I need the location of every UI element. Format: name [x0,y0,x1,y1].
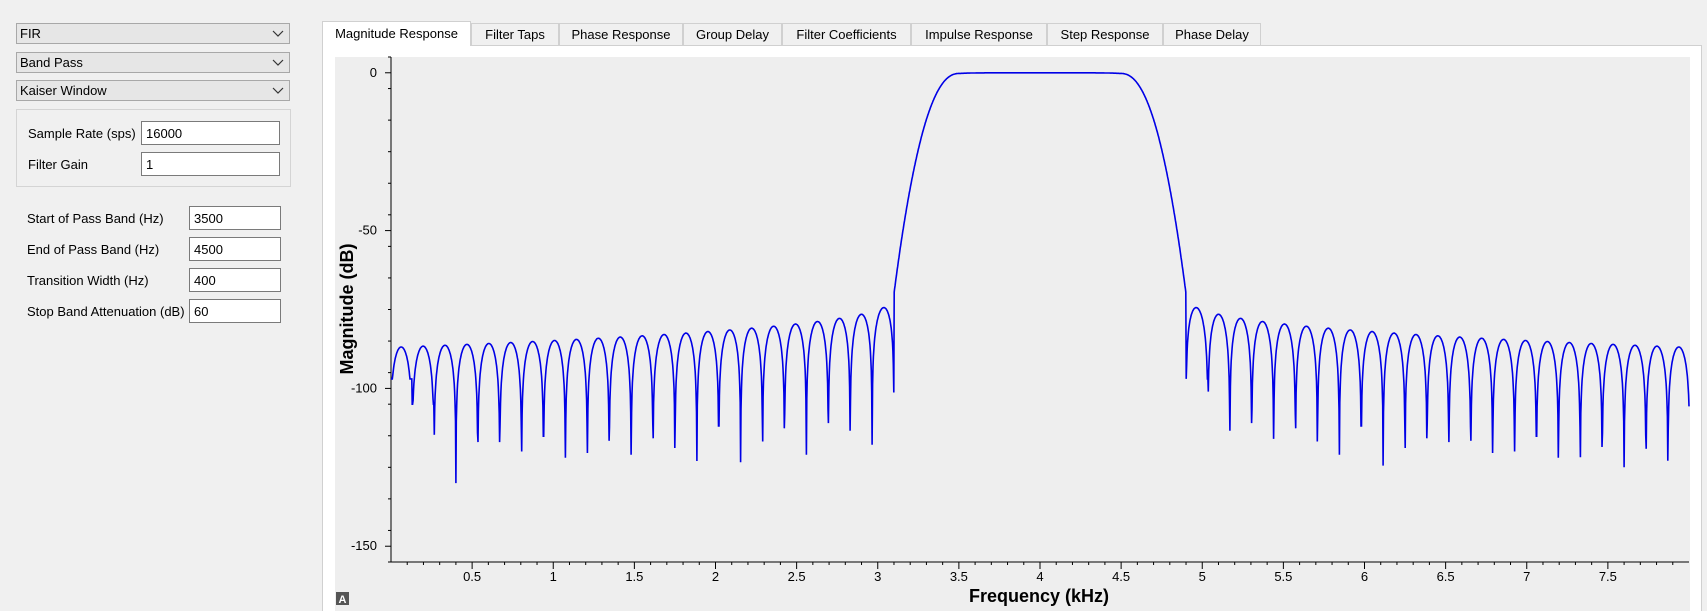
y-tick-label: -50 [358,223,377,238]
x-tick-label: 4 [1036,569,1043,584]
x-tick-label: 2.5 [788,569,806,584]
general-settings-group [16,109,291,187]
minor-ticks [388,56,1674,565]
x-tick-labels: 0.5 1 1.5 2 2.5 3 3.5 4 4.5 5 5.5 6 6.5 7 7.5 [463,562,1617,584]
x-axis-label: Frequency (kHz) [969,586,1109,606]
tab-filter-coefficients[interactable]: Filter Coefficients [782,23,911,45]
stop-band-attenuation-label: Stop Band Attenuation (dB) [27,304,185,319]
transition-width-label: Transition Width (Hz) [27,273,149,288]
y-tick-label: 0 [370,65,377,80]
y-axis-label: Magnitude (dB) [337,244,357,375]
x-tick-label: 3 [874,569,881,584]
chevron-down-icon [272,59,284,66]
filter-gain-label: Filter Gain [28,157,88,172]
x-tick-label: 6 [1361,569,1368,584]
filter-gain-field[interactable] [141,152,280,176]
x-tick-label: 6.5 [1437,569,1455,584]
y-tick-label: -150 [351,538,377,553]
y-tick-labels: 0 -50 -100 -150 [351,65,391,553]
start-pass-band-label: Start of Pass Band (Hz) [27,211,164,226]
axes [390,57,1689,563]
tab-group-delay[interactable]: Group Delay [683,23,782,45]
plot-area [335,57,1690,611]
chevron-down-icon [272,30,284,37]
x-tick-label: 5 [1199,569,1206,584]
x-tick-label: 2 [712,569,719,584]
x-tick-label: 7.5 [1599,569,1617,584]
tab-phase-response[interactable]: Phase Response [559,23,683,45]
x-tick-label: 1 [550,569,557,584]
window-type-select[interactable]: Kaiser Window [16,80,290,101]
autoscale-label: A [339,594,347,606]
chevron-down-icon [272,87,284,94]
y-tick-label: -100 [351,380,377,395]
filter-type-value: FIR [20,26,41,41]
end-pass-band-label: End of Pass Band (Hz) [27,242,160,257]
tab-filter-taps[interactable]: Filter Taps [471,23,559,45]
end-pass-band-field[interactable] [189,237,281,261]
window-type-value: Kaiser Window [20,83,107,98]
x-tick-label: 5.5 [1274,569,1292,584]
tab-magnitude-response[interactable]: Magnitude Response [322,21,471,46]
response-type-select[interactable]: Band Pass [16,52,290,73]
transition-width-field[interactable] [189,268,281,292]
start-pass-band-field[interactable] [189,206,281,230]
tab-step-response[interactable]: Step Response [1047,23,1163,45]
response-type-value: Band Pass [20,55,83,70]
magnitude-series-line [391,72,1690,484]
x-tick-label: 1.5 [625,569,643,584]
x-tick-label: 4.5 [1112,569,1130,584]
tab-impulse-response[interactable]: Impulse Response [911,23,1047,45]
tab-phase-delay[interactable]: Phase Delay [1163,23,1261,45]
x-tick-label: 0.5 [463,569,481,584]
sample-rate-label: Sample Rate (sps) [28,126,136,141]
filter-type-select[interactable]: FIR [16,23,290,44]
x-tick-label: 3.5 [950,569,968,584]
autoscale-button[interactable]: A [336,592,349,606]
x-tick-label: 7 [1523,569,1530,584]
sample-rate-field[interactable] [141,121,280,145]
autoscale-icon [336,592,349,605]
stop-band-attenuation-field[interactable] [189,299,281,323]
